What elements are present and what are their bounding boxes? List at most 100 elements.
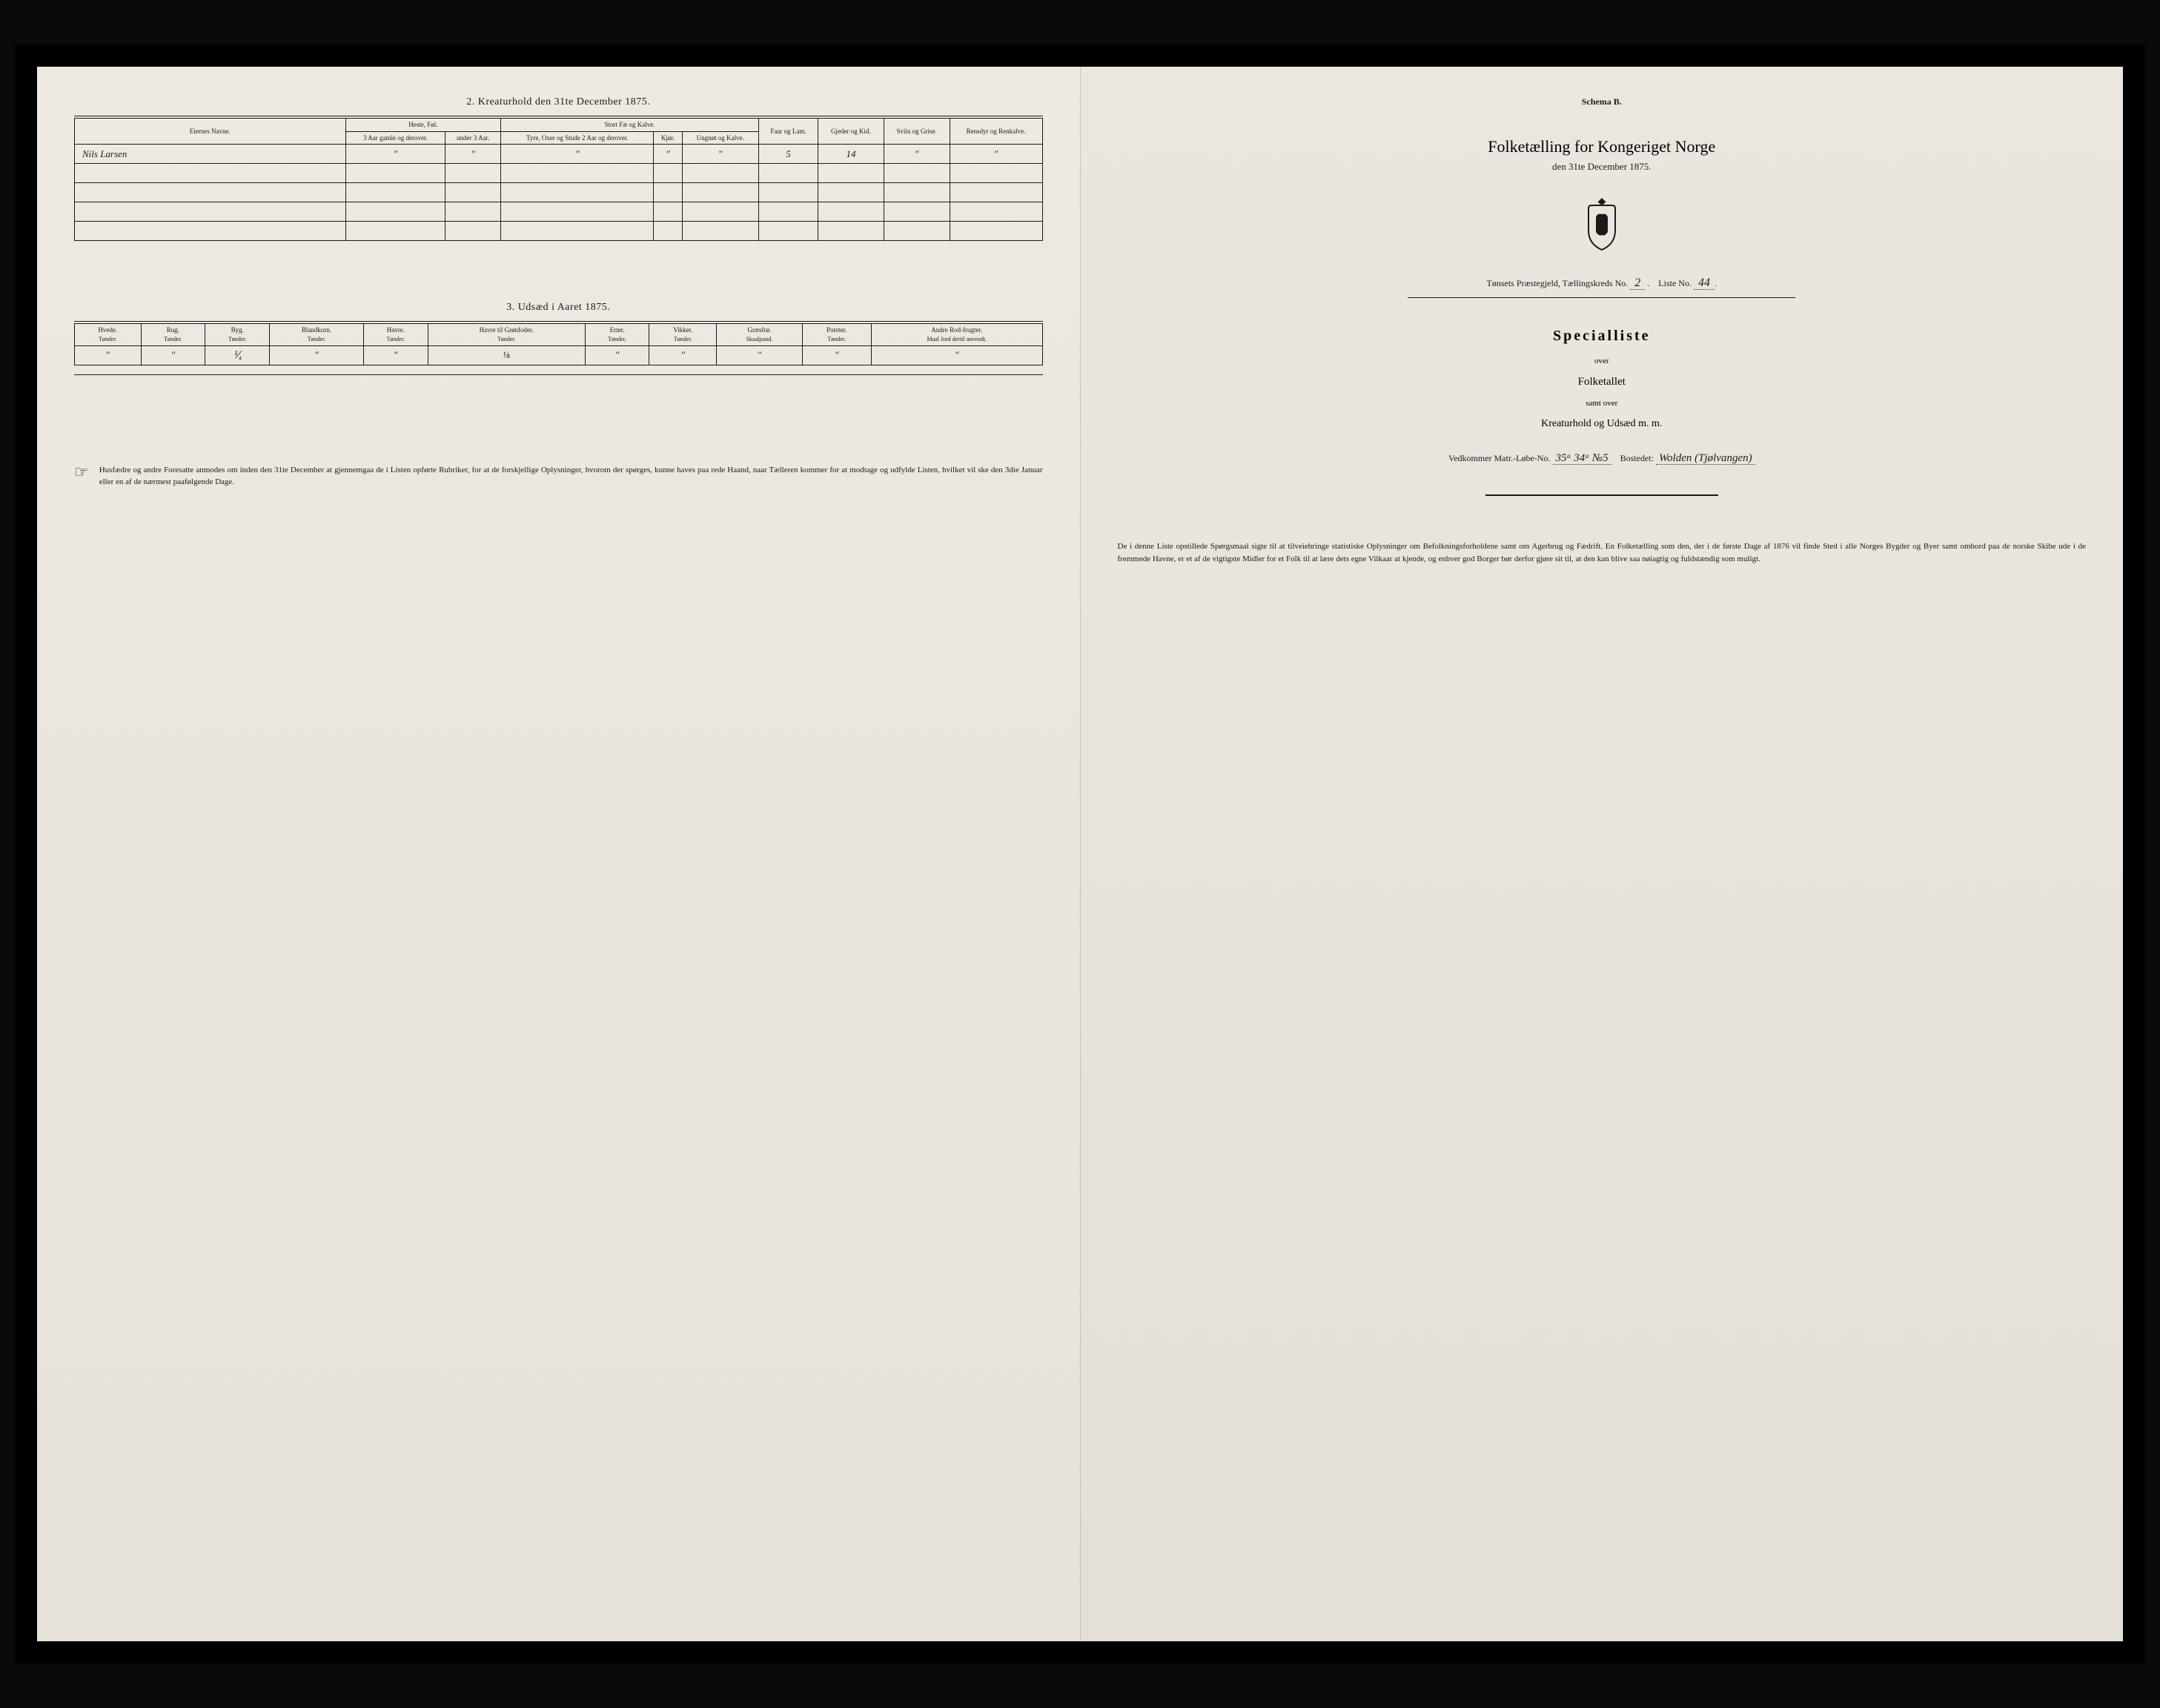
table-row <box>75 164 1043 183</box>
empty-cell <box>445 222 501 241</box>
empty-cell <box>445 202 501 222</box>
paper-spread: 2. Kreaturhold den 31te December 1875. E… <box>37 67 2123 1642</box>
col-blandkorn: Blandkorn.Tønder. <box>270 324 364 345</box>
empty-cell <box>75 202 346 222</box>
empty-cell <box>758 164 818 183</box>
coat-of-arms-icon <box>1118 195 2087 254</box>
right-footer-text: De i denne Liste opstillede Spørgsmaal s… <box>1118 540 2087 566</box>
col-havre: Havre.Tønder. <box>363 324 428 345</box>
col-poteter: Poteter.Tønder. <box>802 324 871 345</box>
empty-cell <box>818 183 884 202</box>
schema-label: Schema B. <box>1118 96 2087 107</box>
left-page: 2. Kreaturhold den 31te December 1875. E… <box>37 67 1081 1642</box>
cell-value: " <box>950 145 1042 164</box>
cell-value: " <box>682 145 758 164</box>
col-heste: Heste, Føl. <box>345 118 501 131</box>
empty-cell <box>501 164 654 183</box>
rule <box>74 321 1043 322</box>
cell-value: " <box>501 145 654 164</box>
col-erter: Erter.Tønder. <box>585 324 649 345</box>
empty-cell <box>682 222 758 241</box>
cell-value: " <box>871 345 1042 365</box>
liste-label: Liste No. <box>1658 278 1692 288</box>
col-kjor: Kjør. <box>654 131 682 145</box>
empty-cell <box>682 202 758 222</box>
vedkommer-line: Vedkommer Matr.-Løbe-No. 35ᵃ 34ᵃ №5 Bost… <box>1118 452 2087 465</box>
bostedet-label: Bostedet: <box>1620 453 1654 463</box>
empty-cell <box>758 183 818 202</box>
empty-cell <box>950 202 1042 222</box>
specialliste-heading: Specialliste <box>1118 328 2087 345</box>
udsaed-table: Hvede.Tønder.Rug.Tønder.Byg.Tønder.Bland… <box>74 323 1043 365</box>
main-title: Folketælling for Kongeriget Norge <box>1118 137 2087 156</box>
col-sviin: Sviin og Grise. <box>884 118 950 145</box>
section3-title: 3. Udsæd i Aaret 1875. <box>74 302 1043 314</box>
cell-value: " <box>141 345 205 365</box>
document-frame: 2. Kreaturhold den 31te December 1875. E… <box>15 44 2145 1664</box>
matr-no: 35ᵃ 34ᵃ №5 <box>1553 452 1611 465</box>
col-havretilgrnfoder: Havre til Grønfoder.Tønder. <box>428 324 585 345</box>
rule <box>1408 297 1795 298</box>
cell-value: ⅟₄ <box>205 345 270 365</box>
folketallet-label: Folketallet <box>1118 376 2087 388</box>
empty-cell <box>654 222 682 241</box>
col-tyre: Tyre, Oxer og Stude 2 Aar og derover. <box>501 131 654 145</box>
empty-cell <box>950 164 1042 183</box>
empty-cell <box>445 164 501 183</box>
liste-no: 44 <box>1694 277 1715 290</box>
cell-value: " <box>884 145 950 164</box>
vedkommer-prefix: Vedkommer Matr.-Løbe-No. <box>1448 453 1551 463</box>
district-prefix: Tønsets Præstegjeld, Tællingskreds No. <box>1487 278 1629 288</box>
col-andrerodfrugter: Andre Rod-frugter.Maal Jord dertil anven… <box>871 324 1042 345</box>
empty-cell <box>345 183 445 202</box>
cell-value: " <box>649 345 717 365</box>
left-footer-note: ☞ Husfædre og andre Foresatte anmodes om… <box>74 464 1043 489</box>
col-rug: Rug.Tønder. <box>141 324 205 345</box>
bostedet-value: Wolden (Tjølvangen) <box>1656 452 1755 465</box>
empty-cell <box>884 202 950 222</box>
col-stortfae: Stort Fæ og Kalve. <box>501 118 759 131</box>
cell-value: " <box>345 145 445 164</box>
col-byg: Byg.Tønder. <box>205 324 270 345</box>
cell-value: " <box>585 345 649 365</box>
table-row <box>75 202 1043 222</box>
cell-value: " <box>654 145 682 164</box>
table-row <box>75 183 1043 202</box>
empty-cell <box>654 183 682 202</box>
district-line: Tønsets Præstegjeld, Tællingskreds No. 2… <box>1118 277 2087 290</box>
empty-cell <box>818 164 884 183</box>
owner-name: Nils Larsen <box>75 145 346 164</box>
empty-cell <box>682 183 758 202</box>
table-row <box>75 222 1043 241</box>
district-no: 2 <box>1630 277 1645 290</box>
empty-cell <box>501 202 654 222</box>
left-footer-text: Husfædre og andre Foresatte anmodes om i… <box>99 464 1043 489</box>
cell-value: 5 <box>758 145 818 164</box>
subtitle-date: den 31te December 1875. <box>1118 161 2087 173</box>
col-hvede: Hvede.Tønder. <box>75 324 142 345</box>
cell-value: ⅛ <box>428 345 585 365</box>
over-label: over <box>1118 357 2087 365</box>
cell-value: " <box>75 345 142 365</box>
empty-cell <box>501 222 654 241</box>
rule <box>74 374 1043 375</box>
cell-value: " <box>270 345 364 365</box>
col-heste-under3: under 3 Aar. <box>445 131 501 145</box>
empty-cell <box>884 183 950 202</box>
empty-cell <box>950 183 1042 202</box>
empty-cell <box>75 183 346 202</box>
col-faar: Faar og Lam. <box>758 118 818 145</box>
col-rensdyr: Rensdyr og Renkalve. <box>950 118 1042 145</box>
empty-cell <box>345 222 445 241</box>
empty-cell <box>75 164 346 183</box>
empty-cell <box>345 202 445 222</box>
col-vikker: Vikker.Tønder. <box>649 324 717 345</box>
empty-cell <box>654 164 682 183</box>
cell-value: " <box>445 145 501 164</box>
cell-value: " <box>717 345 802 365</box>
col-eiernes-navne: Eiernes Navne. <box>75 118 346 145</box>
section2-title: 2. Kreaturhold den 31te December 1875. <box>74 96 1043 108</box>
col-heste-3aar: 3 Aar gamle og derover. <box>345 131 445 145</box>
empty-cell <box>884 164 950 183</box>
col-grsfr: Græsfrø.Skaalpund. <box>717 324 802 345</box>
